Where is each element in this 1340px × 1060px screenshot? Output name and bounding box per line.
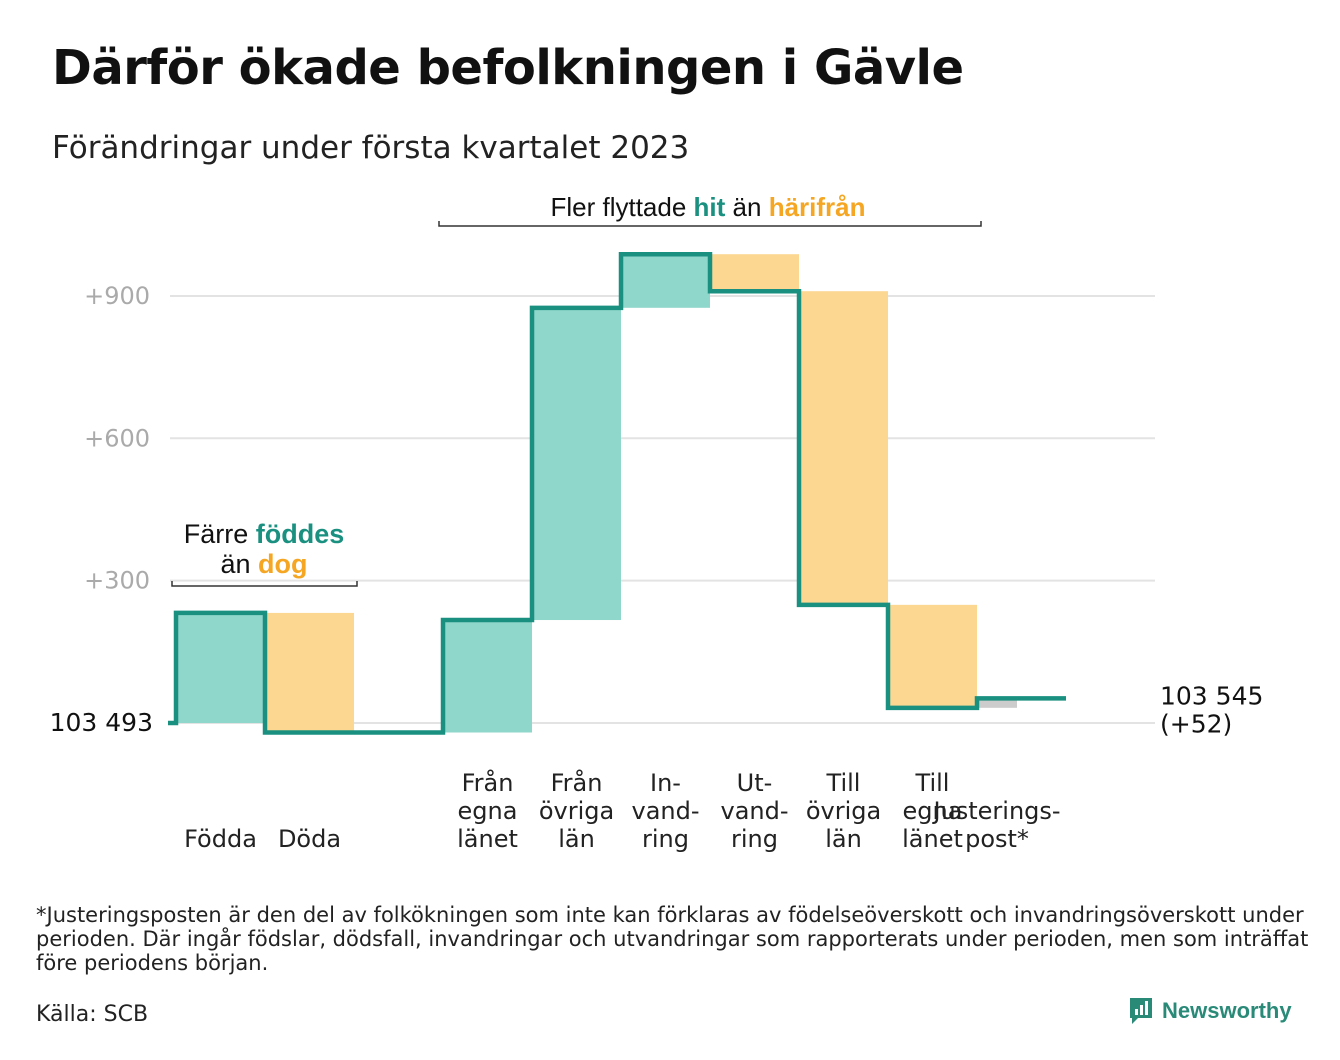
x-category-label: vand-: [631, 797, 699, 825]
x-category-label: Till: [826, 769, 861, 797]
x-category-label: ring: [642, 825, 689, 853]
y-tick-label: +300: [84, 567, 150, 595]
annotation-migration: Fler flyttade hit än härifrån: [550, 192, 865, 222]
y-tick-label: +600: [84, 424, 150, 452]
bar: [799, 291, 888, 605]
end-change-label: (+52): [1160, 709, 1232, 738]
brand-logo: Newsworthy: [1128, 996, 1292, 1026]
annotation-births-deaths-line2: än dog: [220, 549, 307, 579]
x-category-label: ring: [731, 825, 778, 853]
x-category-label: vand-: [720, 797, 788, 825]
x-category-label: post*: [965, 825, 1029, 853]
bars: [176, 254, 1017, 733]
chart-title: Därför ökade befolkningen i Gävle: [52, 40, 964, 96]
start-value-label: 103 493: [50, 708, 153, 737]
x-category-label: övriga: [806, 797, 881, 825]
chart-subtitle: Förändringar under första kvartalet 2023: [52, 130, 690, 166]
bar: [532, 307, 621, 621]
x-category-label: länet: [902, 825, 963, 853]
brand-name: Newsworthy: [1162, 998, 1292, 1023]
x-category-label: län: [558, 825, 595, 853]
x-category-label: Från: [551, 768, 603, 797]
end-value-label: 103 545: [1160, 681, 1263, 710]
x-category-label: Justerings-: [931, 797, 1060, 825]
cumulative-step-line: [168, 251, 1066, 735]
bar: [621, 254, 710, 308]
x-category-label: Födda: [184, 825, 257, 853]
bar: [977, 698, 1017, 708]
x-category-label: In-: [650, 769, 681, 797]
bracket-births-deaths: [171, 581, 358, 587]
x-category-label: län: [825, 825, 862, 853]
bar: [265, 612, 354, 733]
footnote: *Justeringsposten är den del av folkökni…: [36, 903, 1309, 975]
x-category-label: egna: [903, 797, 963, 825]
x-category-label: övriga: [539, 797, 614, 825]
bar: [443, 620, 532, 733]
step-line: [168, 251, 1066, 735]
x-category-label: Döda: [278, 825, 341, 853]
bar: [888, 604, 977, 708]
x-category-label: Till: [915, 769, 950, 797]
bar: [710, 254, 799, 292]
x-category-label: egna: [458, 797, 518, 825]
bar: [176, 612, 265, 723]
bracket-migration: [438, 221, 982, 227]
x-category-label: Ut-: [737, 769, 773, 797]
y-tick-label: +900: [84, 282, 150, 310]
newsworthy-logo-icon: [1130, 998, 1152, 1024]
x-category-label: länet: [457, 825, 518, 853]
source-note: Källa: SCB: [36, 1002, 149, 1027]
x-category-label: Från: [462, 768, 514, 797]
annotation-births-deaths-line1: Färre föddes: [184, 519, 345, 549]
